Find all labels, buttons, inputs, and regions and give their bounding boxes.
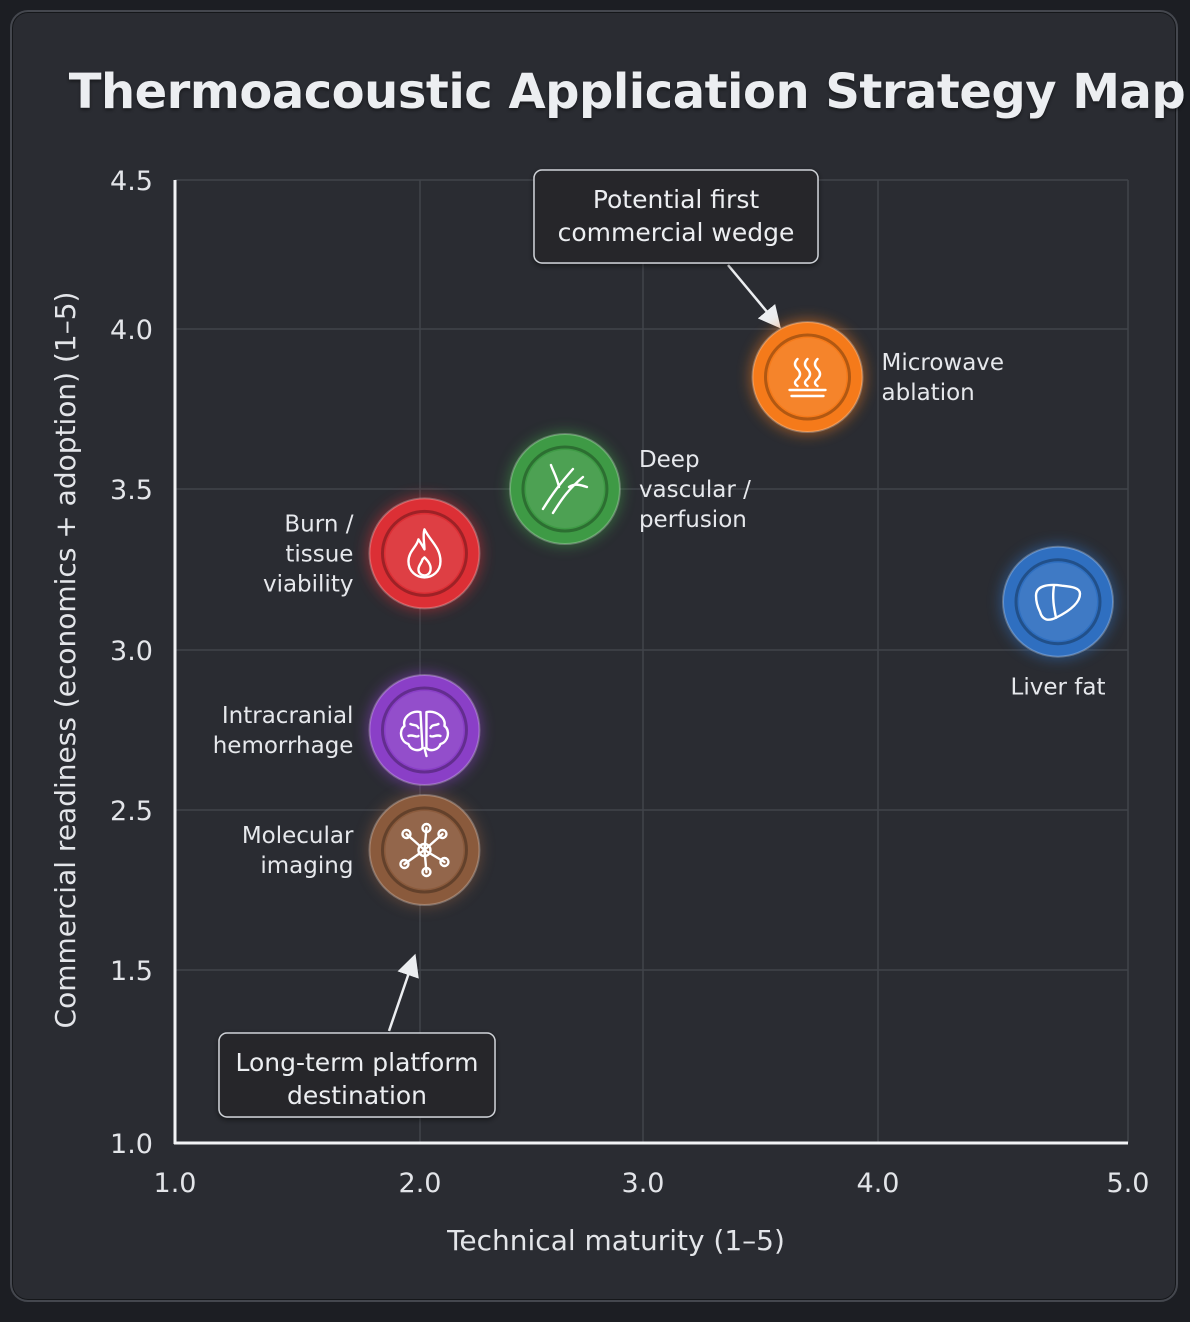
scatter-point[interactable]: Intracranial hemorrhage [213, 673, 482, 787]
annotation-text: Potential first [593, 185, 760, 214]
x-axis-title: Technical maturity (1–5) [446, 1224, 785, 1257]
y-tick-label: 3.5 [110, 475, 153, 506]
annotation-text: destination [287, 1081, 427, 1110]
steam-heat-icon [788, 357, 827, 398]
annotations: Potential first commercial wedge Long-term… [218, 169, 819, 1118]
point-highlight [525, 450, 604, 528]
annotation-arrow [387, 953, 419, 1032]
point-highlight [385, 514, 464, 593]
axes: 1.0 2.0 3.0 4.0 5.0 1.0 1.5 2.5 3.0 3.5 4.0 4.5 Tech… [49, 166, 1149, 1257]
x-tick-label: 5.0 [1107, 1168, 1150, 1199]
point-label: Burn / [284, 511, 353, 537]
point-label: Deep [639, 447, 700, 473]
annotation-text: commercial wedge [558, 218, 795, 247]
annotation-text: Long-term platform [235, 1048, 478, 1077]
molecule-icon [399, 822, 450, 878]
y-tick-label: 2.5 [110, 796, 153, 827]
point-label: Intracranial [222, 703, 354, 729]
point-label: ablation [882, 380, 975, 406]
point-label: hemorrhage [213, 733, 354, 759]
scatter-point[interactable]: Burn / tissue viability [263, 496, 482, 611]
annotation-arrow [727, 264, 781, 329]
chart-title: Thermoacoustic Application Strategy Map [68, 64, 1186, 120]
point-label: imaging [260, 853, 353, 879]
point-label: vascular / [639, 477, 751, 503]
data-points: Microwave ablation Deep vascular / perfusion… [213, 320, 1115, 907]
x-tick-label: 2.0 [399, 1168, 442, 1199]
scatter-point[interactable]: Deep vascular / perfusion [507, 432, 751, 546]
point-inner-disc [1014, 558, 1102, 646]
x-tick-label: 3.0 [622, 1168, 665, 1199]
point-highlight [1019, 562, 1097, 641]
point-highlight [385, 691, 464, 769]
point-inner-disc [380, 686, 468, 774]
grid-lines [175, 179, 1129, 1143]
point-label: Liver fat [1011, 675, 1106, 701]
y-tick-label: 4.5 [110, 166, 153, 197]
y-tick-label: 3.0 [110, 636, 153, 667]
annotation-callout: Long-term platform destination [218, 953, 496, 1118]
x-tick-label: 1.0 [154, 1168, 197, 1199]
point-label: Molecular [242, 823, 354, 849]
point-inner-disc [521, 445, 609, 533]
brain-icon [399, 710, 450, 758]
flame-icon [407, 528, 442, 579]
y-tick-label: 1.5 [110, 956, 153, 987]
annotation-box [218, 1032, 496, 1118]
blood-vessel-icon [541, 463, 589, 515]
x-tick-label: 4.0 [857, 1168, 900, 1199]
point-inner-disc [764, 333, 851, 421]
point-label: Microwave [882, 350, 1005, 376]
point-label: viability [263, 571, 354, 597]
annotation-callout: Potential first commercial wedge [533, 169, 819, 329]
liver-icon [1034, 583, 1082, 621]
y-tick-label: 1.0 [110, 1129, 153, 1160]
point-label: perfusion [639, 507, 747, 533]
scatter-point[interactable]: Liver fat [1001, 544, 1115, 701]
point-highlight [768, 338, 847, 416]
point-inner-disc [380, 509, 468, 597]
scatter-point[interactable]: Molecular imaging [242, 793, 482, 907]
y-axis-title: Commercial readiness (economics + adopti… [49, 292, 82, 1029]
scatter-point[interactable]: Microwave ablation [750, 320, 1005, 434]
annotation-box [533, 169, 819, 264]
y-tick-label: 4.0 [110, 315, 153, 346]
point-label: tissue [285, 541, 353, 567]
